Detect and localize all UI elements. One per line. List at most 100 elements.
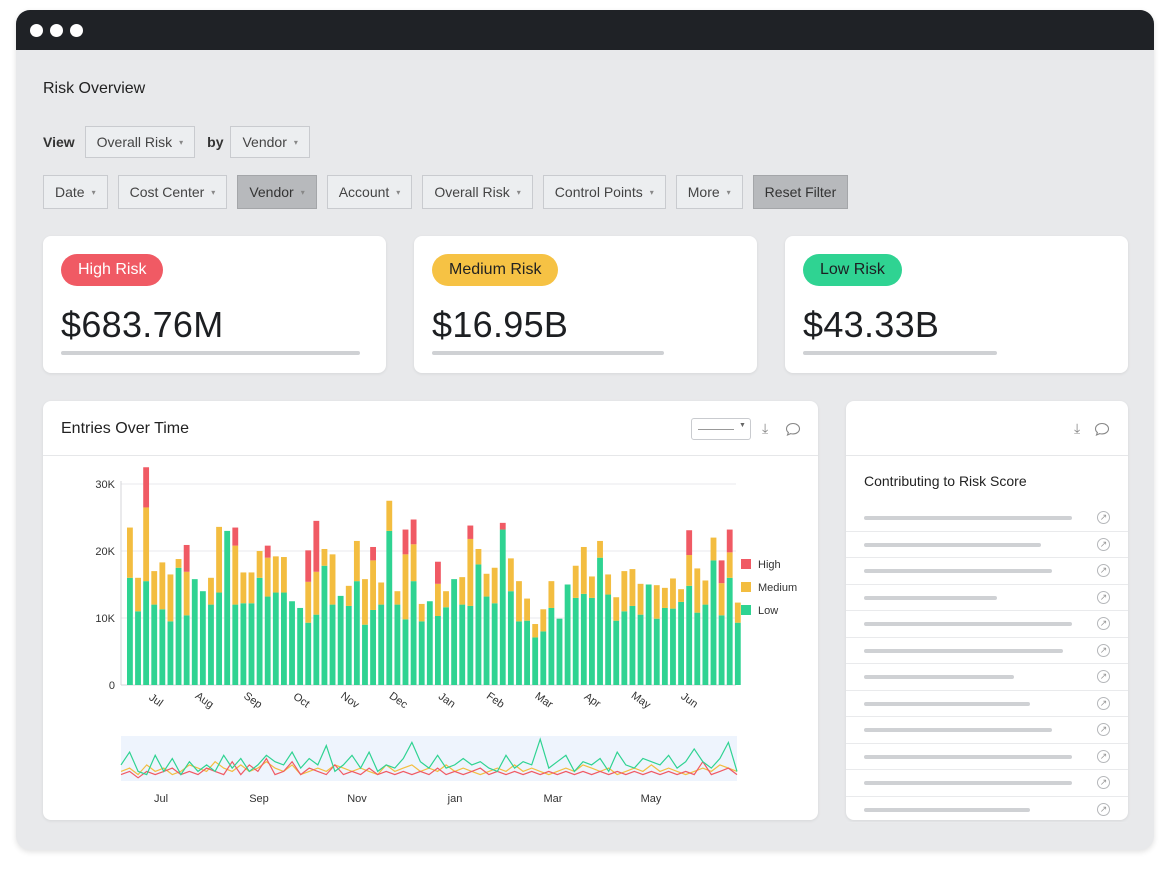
- filter-account[interactable]: Account ▾: [326, 175, 413, 209]
- chevron-down-icon: ▾: [211, 187, 216, 197]
- open-link-icon[interactable]: ↗: [1097, 617, 1110, 630]
- medium-risk-amount: $16.95B: [432, 304, 569, 345]
- bar-low: [305, 622, 312, 685]
- window-maximize-dot[interactable]: [70, 24, 83, 37]
- bar-low: [726, 577, 733, 685]
- contributor-row[interactable]: ↗: [846, 638, 1128, 664]
- bar-low: [580, 593, 587, 685]
- bar-low: [556, 618, 563, 685]
- filter-date[interactable]: Date ▾: [43, 175, 108, 209]
- contributor-row[interactable]: ↗: [846, 717, 1128, 744]
- contributor-row[interactable]: ↗: [846, 558, 1128, 585]
- contributor-row[interactable]: ↗: [846, 532, 1128, 558]
- filter-overall-risk[interactable]: Overall Risk ▾: [422, 175, 533, 209]
- bar-medium: [232, 545, 239, 605]
- comment-icon[interactable]: [785, 422, 801, 437]
- bar-medium: [418, 603, 425, 622]
- navigator-line-high: [120, 757, 738, 779]
- series-select-dropdown[interactable]: ▼: [691, 418, 751, 440]
- bar-low: [151, 604, 158, 685]
- bar-low: [475, 564, 482, 685]
- bar-low: [256, 577, 263, 685]
- contributor-placeholder-bar: [864, 595, 997, 600]
- bar-low: [199, 591, 206, 685]
- legend-swatch: [741, 582, 751, 592]
- filter-vendor[interactable]: Vendor ▾: [237, 175, 317, 209]
- filter-more-label: More: [687, 184, 720, 200]
- open-link-icon[interactable]: ↗: [1097, 564, 1110, 577]
- bar-medium: [370, 560, 376, 610]
- filter-bar: Date ▾ Cost Center ▾ Vendor ▾ Account ▾ Over…: [43, 175, 858, 209]
- bar-low: [540, 631, 547, 685]
- bar-low: [297, 607, 304, 685]
- x-tick-label: May: [629, 690, 653, 712]
- medium-risk-card[interactable]: Medium Risk $16.95B: [414, 236, 757, 373]
- bar-medium: [402, 554, 409, 620]
- bar-low: [329, 604, 336, 685]
- window-minimize-dot[interactable]: [50, 24, 63, 37]
- view-label: View: [43, 134, 75, 150]
- filter-control-points[interactable]: Control Points ▾: [542, 175, 666, 209]
- bar-low: [645, 584, 652, 685]
- contributor-row[interactable]: ↗: [846, 744, 1128, 770]
- bar-medium: [507, 558, 514, 592]
- open-link-icon[interactable]: ↗: [1097, 537, 1110, 551]
- contributor-placeholder-bar: [864, 648, 1063, 653]
- bar-medium: [686, 555, 693, 586]
- bar-medium: [329, 554, 336, 605]
- bar-medium: [175, 559, 182, 568]
- bar-low: [272, 592, 279, 685]
- bar-low: [507, 591, 514, 685]
- download-icon[interactable]: ⤓: [762, 420, 769, 436]
- bar-low: [345, 605, 352, 685]
- high-risk-bar: [61, 351, 360, 355]
- bar-medium: [435, 583, 441, 616]
- contributor-row[interactable]: ↗: [846, 505, 1128, 532]
- contributor-row[interactable]: ↗: [846, 691, 1128, 717]
- open-link-icon[interactable]: ↗: [1097, 776, 1110, 789]
- navigator-tick-label: Nov: [347, 793, 367, 805]
- bar-medium: [410, 544, 417, 582]
- bar-low: [362, 624, 368, 685]
- download-icon[interactable]: ⤓: [1074, 420, 1081, 436]
- contributor-placeholder-bar: [864, 701, 1030, 706]
- low-risk-card[interactable]: Low Risk $43.33B: [785, 236, 1128, 373]
- bar-low: [637, 614, 644, 685]
- bar-low: [678, 601, 684, 685]
- y-tick-label: 30K: [95, 479, 115, 491]
- bar-low: [183, 615, 190, 685]
- bar-low: [670, 608, 676, 685]
- contributor-row[interactable]: ↗: [846, 585, 1128, 611]
- contributor-row[interactable]: ↗: [846, 797, 1128, 823]
- window-close-dot[interactable]: [30, 24, 43, 37]
- open-link-icon[interactable]: ↗: [1097, 670, 1110, 683]
- bar-medium: [483, 573, 490, 597]
- comment-icon[interactable]: [1094, 422, 1110, 437]
- bar-medium: [281, 557, 287, 593]
- open-link-icon[interactable]: ↗: [1097, 696, 1110, 710]
- filter-overall-risk-label: Overall Risk: [434, 184, 510, 200]
- bar-medium: [362, 579, 368, 625]
- bar-low: [216, 592, 222, 685]
- contributor-row[interactable]: ↗: [846, 611, 1128, 638]
- bar-low: [589, 597, 595, 685]
- x-tick-label: Jun: [679, 691, 700, 711]
- reset-filter-button[interactable]: Reset Filter: [752, 175, 849, 209]
- open-link-icon[interactable]: ↗: [1097, 749, 1110, 763]
- entries-chart: 0 10K 20K 30K Jul Aug Sep Oct Nov Dec Jan Feb Mar Apr…: [95, 467, 797, 805]
- view-metric-dropdown[interactable]: Overall Risk ▾: [84, 126, 196, 158]
- contributor-row[interactable]: ↗: [846, 664, 1128, 691]
- filter-more[interactable]: More ▾: [675, 175, 743, 209]
- contributor-row[interactable]: ↗: [846, 770, 1128, 797]
- open-link-icon[interactable]: ↗: [1097, 590, 1110, 604]
- entries-panel-title: Entries Over Time: [61, 420, 190, 437]
- open-link-icon[interactable]: ↗: [1097, 723, 1110, 736]
- view-dimension-dropdown[interactable]: Vendor ▾: [230, 126, 310, 158]
- filter-cost-center[interactable]: Cost Center ▾: [117, 175, 228, 209]
- open-link-icon[interactable]: ↗: [1097, 643, 1110, 657]
- open-link-icon[interactable]: ↗: [1097, 511, 1110, 524]
- x-tick-label: Nov: [338, 690, 361, 711]
- contrib-title: Contributing to Risk Score: [864, 473, 1027, 489]
- high-risk-card[interactable]: High Risk $683.76M: [43, 236, 386, 373]
- open-link-icon[interactable]: ↗: [1097, 802, 1110, 816]
